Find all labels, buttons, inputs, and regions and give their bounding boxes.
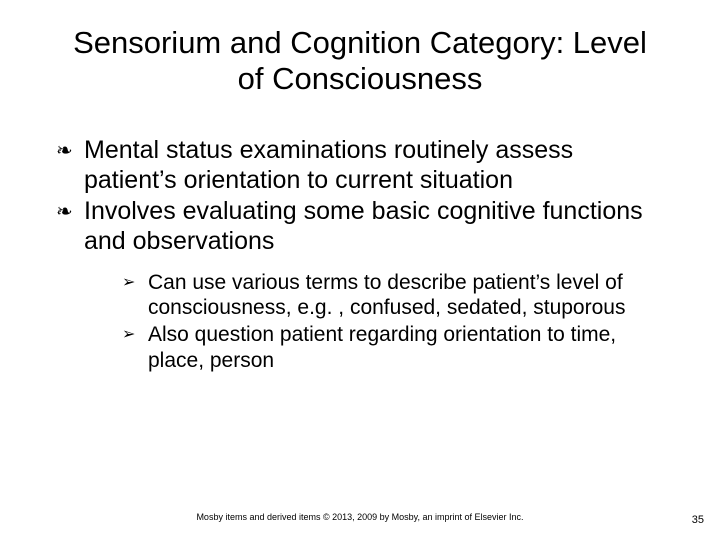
page-number: 35: [692, 514, 704, 526]
slide: Sensorium and Cognition Category: Level …: [0, 0, 720, 540]
bullet-item: Mental status examinations routinely ass…: [50, 136, 670, 195]
footer-copyright: Mosby items and derived items © 2013, 20…: [0, 512, 720, 522]
slide-body: Mental status examinations routinely ass…: [50, 136, 670, 375]
sub-bullet-item: Can use various terms to describe patien…: [122, 270, 670, 320]
sub-bullet-list: Can use various terms to describe patien…: [84, 270, 670, 373]
sub-bullet-item: Also question patient regarding orientat…: [122, 322, 670, 372]
bullet-item: Involves evaluating some basic cognitive…: [50, 197, 670, 373]
slide-title: Sensorium and Cognition Category: Level …: [60, 25, 660, 96]
bullet-text: Involves evaluating some basic cognitive…: [84, 197, 643, 255]
main-bullet-list: Mental status examinations routinely ass…: [50, 136, 670, 373]
